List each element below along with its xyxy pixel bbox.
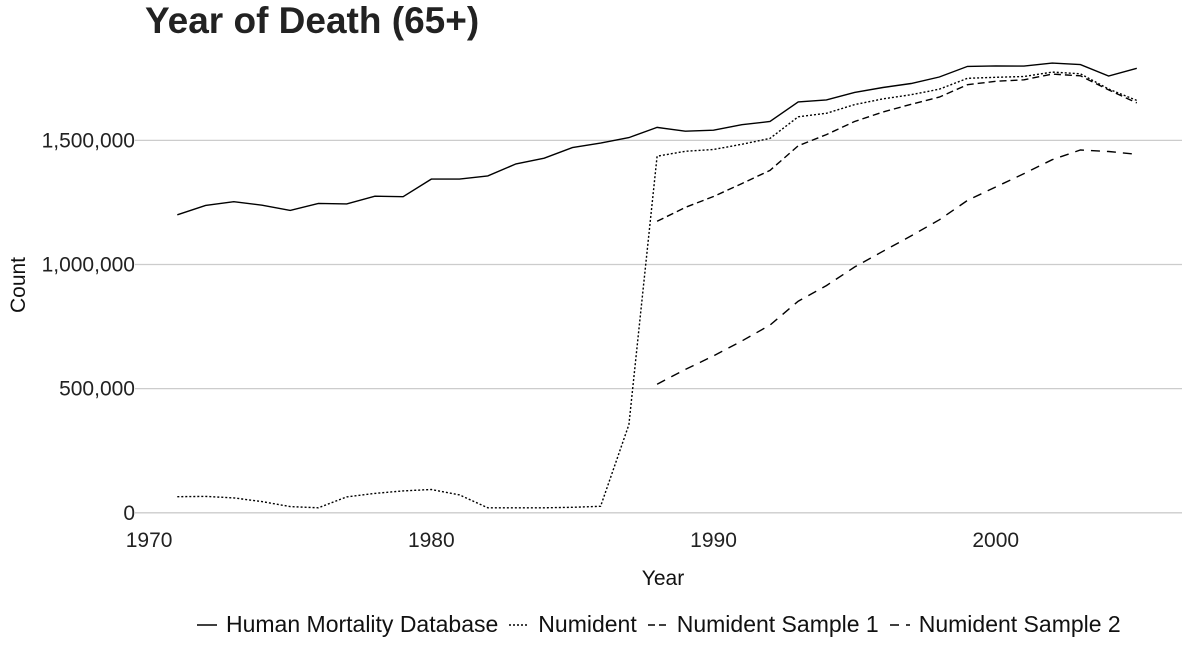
series-line-3 xyxy=(656,73,1138,222)
legend-item: Numident Sample 2 xyxy=(889,611,1121,638)
legend-key xyxy=(889,623,910,626)
y-axis-title: Count xyxy=(7,257,30,313)
legend-item: Numident Sample 1 xyxy=(647,611,879,638)
x-tick-label: 1980 xyxy=(408,529,455,552)
legend-label: Human Mortality Database xyxy=(226,611,499,637)
series-line-1 xyxy=(177,62,1137,216)
legend-label: Numident Sample 1 xyxy=(676,611,879,637)
series-line-2 xyxy=(177,71,1138,509)
y-tick-label: 500,000 xyxy=(59,378,135,401)
legend-key xyxy=(509,623,530,626)
legend-label: Numident Sample 2 xyxy=(918,611,1121,637)
legend-label: Numident xyxy=(538,611,637,637)
chart-title: Year of Death (65+) xyxy=(145,0,480,41)
legend-item: Human Mortality Database xyxy=(196,611,498,638)
legend-key xyxy=(647,623,668,626)
legend: Human Mortality Database Numident Numident… xyxy=(196,611,1131,638)
x-tick-label: 1990 xyxy=(690,529,737,552)
y-tick-label: 1,000,000 xyxy=(42,253,135,276)
x-tick-label: 2000 xyxy=(972,529,1019,552)
legend-key xyxy=(197,623,217,626)
legend-item: Numident xyxy=(508,611,637,638)
y-tick-label: 1,500,000 xyxy=(42,129,135,152)
x-tick-label: 1970 xyxy=(126,529,173,552)
x-axis-title: Year xyxy=(642,567,684,590)
y-tick-label: 0 xyxy=(123,502,135,525)
series-line-4 xyxy=(656,149,1137,385)
